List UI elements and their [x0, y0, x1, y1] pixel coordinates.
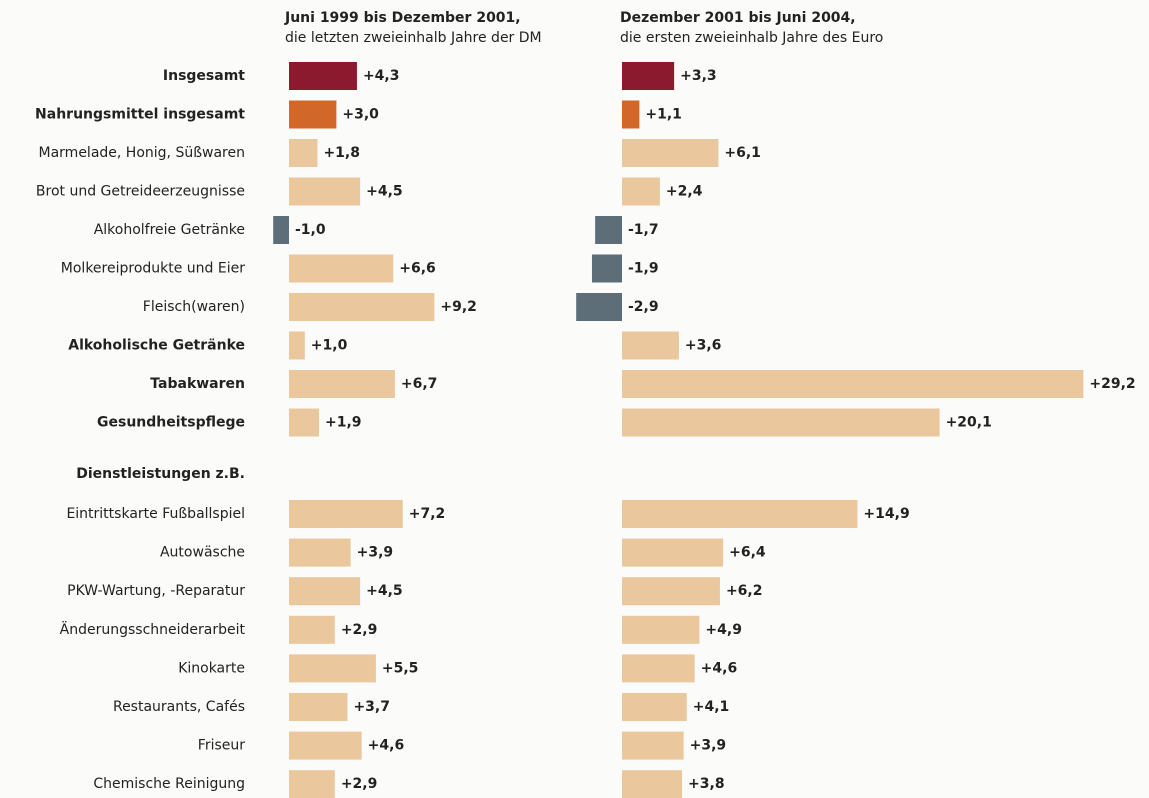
value-label: +14,9 [863, 506, 909, 522]
bar [622, 100, 640, 129]
bar [289, 177, 361, 206]
value-label: +20,1 [946, 415, 992, 431]
bar [622, 177, 660, 206]
category-label: Restaurants, Cafés [113, 699, 245, 715]
series-subtitle: die letzten zweieinhalb Jahre der DM [285, 30, 542, 46]
value-label: +6,7 [401, 376, 438, 392]
bar [289, 693, 348, 721]
bar [622, 693, 687, 721]
bar [289, 254, 394, 283]
bar [289, 770, 335, 798]
value-label: +6,2 [726, 583, 763, 599]
value-label: +6,1 [724, 145, 761, 161]
value-label: +3,9 [690, 738, 727, 754]
category-label: Alkoholfreie Getränke [94, 222, 245, 238]
bar [273, 216, 289, 244]
category-label: Änderungsschneiderarbeit [60, 620, 246, 638]
value-label: +29,2 [1089, 376, 1135, 392]
series-title: Juni 1999 bis Dezember 2001, [284, 10, 521, 26]
value-label: +6,4 [729, 545, 766, 561]
value-label: +9,2 [440, 299, 477, 315]
value-label: -1,7 [628, 222, 659, 238]
category-label: Marmelade, Honig, Süßwaren [39, 145, 245, 161]
bar [622, 500, 858, 528]
bar [289, 731, 362, 760]
value-label: +3,6 [685, 338, 722, 354]
bar [289, 577, 361, 606]
value-label: +3,7 [353, 699, 390, 715]
category-label: Friseur [198, 738, 245, 754]
category-label: Eintrittskarte Fußballspiel [66, 506, 245, 522]
bar [622, 770, 683, 798]
value-label: +1,0 [311, 338, 348, 354]
bar [289, 538, 351, 567]
category-label: Chemische Reinigung [93, 776, 245, 792]
value-label: +4,5 [366, 583, 403, 599]
value-label: +4,6 [701, 660, 738, 676]
value-label: +3,0 [342, 107, 379, 123]
value-label: +2,9 [341, 776, 378, 792]
value-label: +4,9 [705, 622, 742, 638]
bar [289, 408, 320, 437]
value-label: +5,5 [382, 660, 419, 676]
value-label: +4,6 [368, 738, 405, 754]
category-label: Molkereiprodukte und Eier [61, 261, 245, 277]
bar [622, 62, 675, 90]
category-label: Nahrungsmittel insgesamt [35, 107, 245, 123]
value-label: +1,1 [645, 107, 682, 123]
category-label: Fleisch(waren) [143, 299, 245, 315]
bar [289, 331, 305, 360]
value-label: -1,9 [628, 261, 659, 277]
bar [622, 538, 724, 567]
series-title: Dezember 2001 bis Juni 2004, [620, 10, 856, 26]
bar [289, 500, 403, 528]
category-label: Brot und Getreideerzeugnisse [36, 184, 245, 200]
category-label: Dienstleistungen z.B. [76, 466, 245, 482]
value-label: +4,3 [363, 68, 400, 84]
value-label: +3,3 [680, 68, 717, 84]
category-label: PKW-Wartung, -Reparatur [67, 583, 245, 599]
bar [591, 254, 622, 283]
bar [622, 654, 695, 683]
category-label: Gesundheitspflege [97, 415, 245, 431]
bar [622, 139, 719, 167]
value-label: +4,1 [693, 699, 730, 715]
category-label: Alkoholische Getränke [68, 338, 245, 354]
category-label: Kinokarte [178, 660, 245, 676]
value-label: +7,2 [409, 506, 446, 522]
bar [576, 293, 622, 321]
category-label: Insgesamt [163, 68, 245, 84]
bar [622, 331, 679, 360]
value-label: +6,6 [399, 261, 436, 277]
bar [289, 139, 318, 167]
bar [622, 370, 1084, 398]
value-label: +3,9 [357, 545, 394, 561]
value-label: +1,8 [323, 145, 360, 161]
value-label: -1,0 [295, 222, 326, 238]
category-label: Tabakwaren [150, 376, 245, 392]
value-label: -2,9 [628, 299, 659, 315]
bar [289, 62, 357, 90]
series-subtitle: die ersten zweieinhalb Jahre des Euro [620, 30, 883, 46]
value-label: +1,9 [325, 415, 362, 431]
value-label: +2,9 [341, 622, 378, 638]
bar [289, 615, 335, 644]
category-label: Autowäsche [160, 545, 245, 561]
bar [595, 216, 622, 244]
bar [289, 370, 395, 398]
bar [622, 408, 940, 437]
bar [289, 293, 435, 321]
value-label: +4,5 [366, 184, 403, 200]
bar [289, 654, 376, 683]
bar [622, 615, 700, 644]
bar [622, 731, 684, 760]
value-label: +2,4 [666, 184, 703, 200]
bar [622, 577, 720, 606]
value-label: +3,8 [688, 776, 725, 792]
bar [289, 100, 337, 129]
